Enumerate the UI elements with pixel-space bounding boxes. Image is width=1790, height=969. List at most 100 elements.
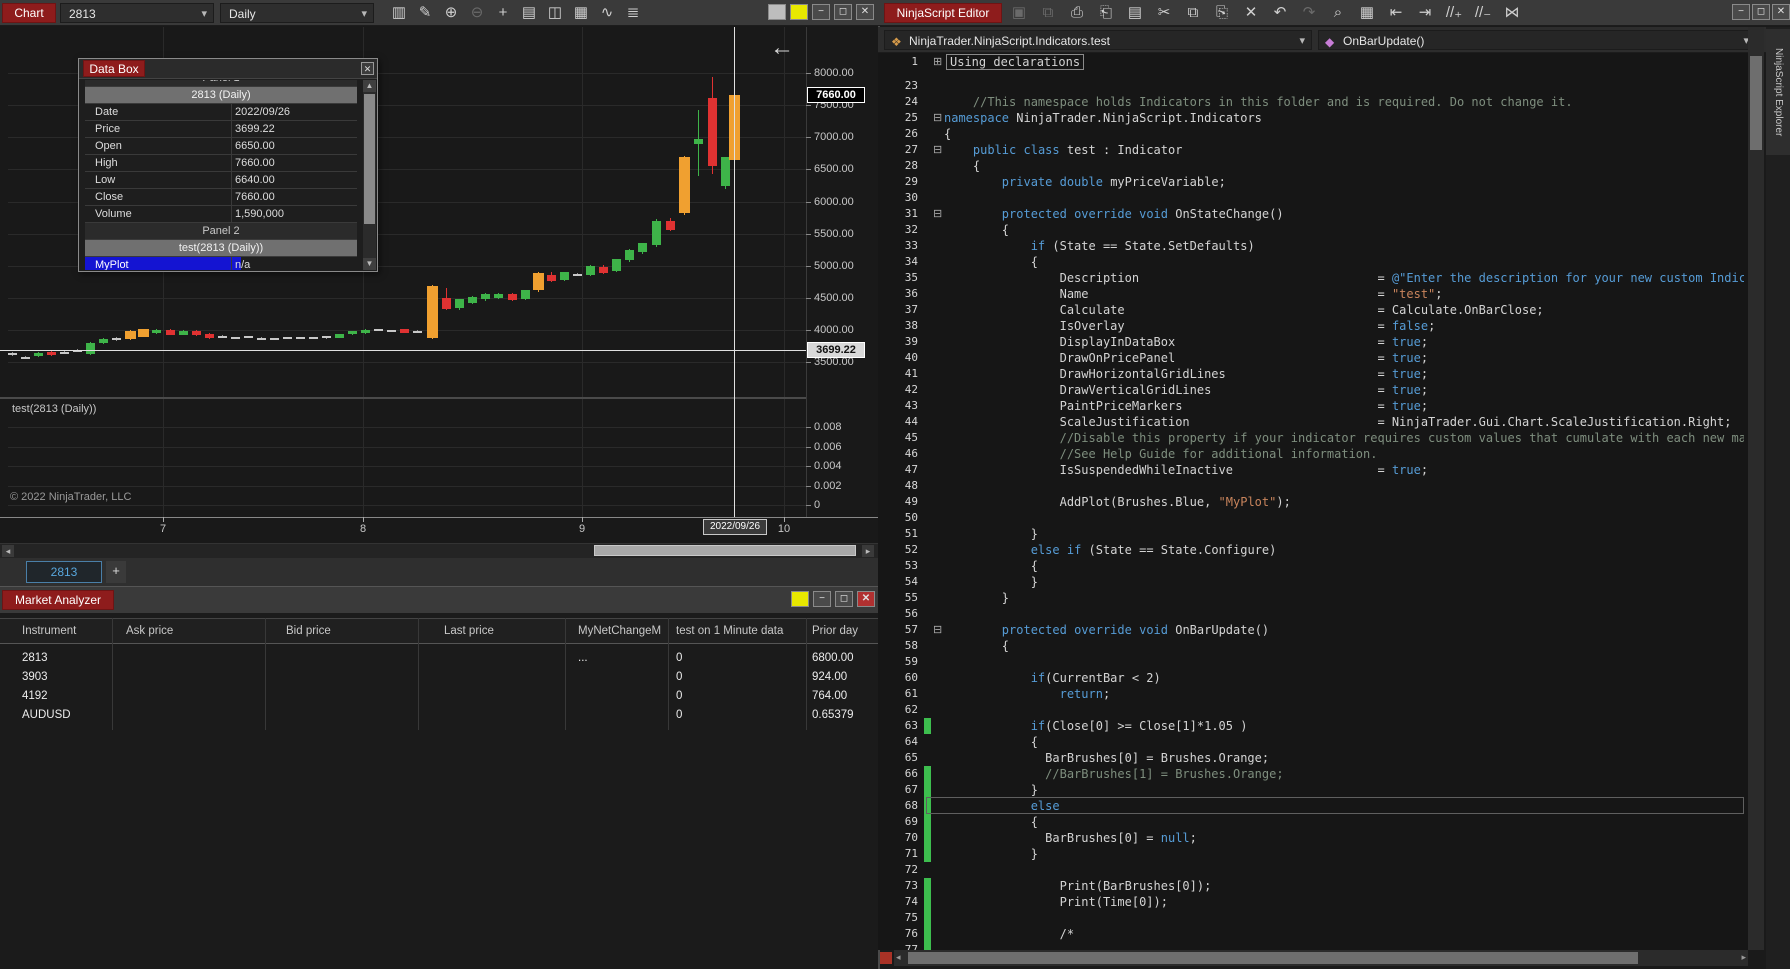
minimize-button[interactable]: −	[812, 4, 830, 20]
code-line[interactable]	[944, 654, 1744, 670]
code-line[interactable]: {	[944, 559, 1038, 573]
comment-selection-icon[interactable]: //₊	[1445, 4, 1463, 21]
data-box-row[interactable]: Volume 1,590,000	[85, 206, 357, 223]
data-box-row[interactable]: test(2813 (Daily))	[85, 240, 357, 257]
code-editor[interactable]: 1 23 24 25 26 27 28 29 30 31 32 33 34 35 36 37 38 39 40 41 4…	[878, 53, 1748, 950]
code-line[interactable]: //See Help Guide for additional informat…	[944, 447, 1378, 461]
code-line[interactable]: protected override void OnBarUpdate()	[1001, 623, 1270, 637]
code-line[interactable]	[944, 606, 1744, 622]
data-box-row[interactable]: Low 6640.00	[85, 172, 357, 189]
code-line[interactable]: {	[944, 223, 1010, 237]
close-button[interactable]: ✕	[856, 4, 874, 20]
tab-ninjascript-explorer[interactable]: NinjaScript Explorer	[1766, 29, 1790, 155]
code-line[interactable]: IsSuspendedWhileInactive = true;	[944, 463, 1429, 477]
chevron-down-icon[interactable]: ▾	[1743, 35, 1749, 47]
indent-icon[interactable]: ⇥	[1418, 4, 1432, 21]
editor-horizontal-scroll-thumb[interactable]	[908, 952, 1638, 964]
code-line[interactable]: {	[944, 159, 981, 173]
minimize-button[interactable]: −	[1732, 4, 1750, 20]
column-header[interactable]: Last price	[444, 625, 494, 637]
collapsed-region[interactable]: Using declarations	[946, 54, 1085, 70]
chevron-down-icon[interactable]: ▾	[361, 8, 367, 20]
maximize-button[interactable]: ◻	[835, 591, 853, 607]
chart-plot-area[interactable]: 8000.00 7500.00 7000.00 6500.00 6000.00 5500.…	[0, 27, 878, 540]
editor-vertical-scroll-thumb[interactable]	[1750, 56, 1762, 150]
code-line[interactable]: public class test : Indicator	[972, 143, 1183, 157]
code-line[interactable]: PaintPriceMarkers = true;	[944, 399, 1429, 413]
code-line[interactable]: }	[944, 575, 1038, 589]
code-line[interactable]: //Disable this property if your indicato…	[1059, 431, 1744, 445]
find-icon[interactable]: ⌕	[1333, 4, 1343, 21]
code-line[interactable]: }	[944, 847, 1038, 861]
data-box-row[interactable]: Panel 1	[85, 80, 357, 87]
code-line[interactable]	[944, 942, 1744, 950]
code-line[interactable]	[944, 78, 1744, 94]
copy-icon[interactable]: ⧉	[1187, 4, 1199, 21]
code-line[interactable]	[944, 190, 1744, 206]
code-line[interactable]: IsOverlay = false;	[944, 319, 1436, 333]
editor-vertical-scrollbar[interactable]	[1748, 27, 1764, 950]
table-row[interactable]: AUDUSD 0 0.65379	[0, 707, 878, 726]
instrument-link-button[interactable]	[768, 4, 786, 20]
column-header[interactable]: Prior day	[812, 625, 859, 637]
delete-icon[interactable]: ✕	[1244, 4, 1258, 21]
fold-collapse-icon[interactable]: ⊟	[933, 112, 943, 124]
crosshair-icon[interactable]: +	[498, 4, 508, 21]
tab-2813[interactable]: 2813	[26, 561, 102, 583]
editor-breakpoint-margin[interactable]	[880, 952, 892, 964]
code-line[interactable]	[944, 910, 1744, 926]
code-line[interactable]: DisplayInDataBox = true;	[944, 335, 1429, 349]
print-icon[interactable]: ⎙	[1070, 4, 1083, 21]
maximize-button[interactable]: ◻	[834, 4, 852, 20]
column-header[interactable]: Instrument	[22, 625, 77, 637]
data-box-window[interactable]: Data Box ✕ Panel 12813 (Daily) Date 2022/0…	[78, 58, 378, 272]
code-line[interactable]: BarBrushes[0] = null;	[944, 831, 1197, 845]
code-line[interactable]: }	[944, 527, 1038, 541]
code-line[interactable]: Description = @"Enter the description fo…	[944, 271, 1744, 285]
code-line[interactable]: Name = "test";	[944, 287, 1443, 301]
scroll-right-arrow[interactable]: ▸	[862, 545, 874, 557]
editor-window-tab[interactable]: NinjaScript Editor	[884, 3, 1002, 23]
drawing-line-icon[interactable]: ∿	[600, 4, 614, 21]
code-line[interactable]	[944, 862, 1744, 878]
column-header[interactable]: Bid price	[286, 625, 331, 637]
code-line[interactable]: {	[944, 735, 1038, 749]
chevron-down-icon[interactable]: ▾	[201, 8, 207, 20]
chart-window-tab[interactable]: Chart	[2, 3, 56, 23]
code-line[interactable]: private double myPriceVariable;	[1001, 175, 1226, 189]
code-line[interactable]: {	[944, 127, 952, 141]
code-line[interactable]	[944, 478, 1744, 494]
close-icon[interactable]: ✕	[361, 62, 374, 75]
close-button[interactable]: ✕	[1772, 4, 1790, 20]
column-header[interactable]: MyNetChangeM	[578, 625, 662, 637]
chart-scrollbar-thumb[interactable]	[594, 545, 856, 556]
paste-icon[interactable]: ⎘	[1215, 4, 1228, 21]
data-box-row[interactable]: Price 3699.22	[85, 121, 357, 138]
code-line[interactable]: if (State == State.SetDefaults)	[1030, 239, 1255, 253]
code-line[interactable]: if(CurrentBar < 2)	[1030, 671, 1161, 685]
code-line[interactable]: }	[944, 591, 1010, 605]
data-box-scrollbar[interactable]: ▲ ▼	[363, 80, 376, 270]
compile-icon[interactable]: ▦	[1359, 4, 1375, 21]
file-dropdown[interactable]: ❖ NinjaTrader.NinjaScript.Indicators.tes…	[884, 30, 1312, 50]
code-line[interactable]: Print(BarBrushes[0]);	[944, 879, 1212, 893]
code-line[interactable]: DrawVerticalGridLines = true;	[944, 383, 1429, 397]
fold-collapse-icon[interactable]: ⊟	[933, 624, 943, 636]
fold-expand-icon[interactable]: ⊞	[933, 56, 943, 68]
market-analyzer-table[interactable]: Instrument Ask price Bid price Last price My…	[0, 616, 878, 731]
chart-style-icon[interactable]: ▥	[391, 4, 407, 21]
code-line[interactable]: namespace NinjaTrader.NinjaScript.Indica…	[944, 111, 1262, 125]
table-row[interactable]: 2813... 0 6800.00	[0, 650, 878, 669]
table-row[interactable]: 3903 0 924.00	[0, 669, 878, 688]
properties-icon[interactable]: ▤	[1127, 4, 1143, 21]
code-line[interactable]: AddPlot(Brushes.Blue, "MyPlot");	[944, 495, 1291, 509]
code-line[interactable]: if(Close[0] >= Close[1]*1.05 )	[1030, 719, 1248, 733]
code-line[interactable]: else if (State == State.Configure)	[1030, 543, 1277, 557]
data-box-row[interactable]: 2813 (Daily)	[85, 87, 357, 104]
fold-collapse-icon[interactable]: ⊟	[933, 208, 943, 220]
code-line[interactable]: else	[1030, 799, 1060, 813]
chart-trader-icon[interactable]: ◫	[547, 4, 563, 21]
code-line[interactable]: /*	[944, 927, 1075, 941]
column-header[interactable]: test on 1 Minute data	[676, 625, 784, 637]
undo-icon[interactable]: ↶	[1273, 4, 1287, 21]
